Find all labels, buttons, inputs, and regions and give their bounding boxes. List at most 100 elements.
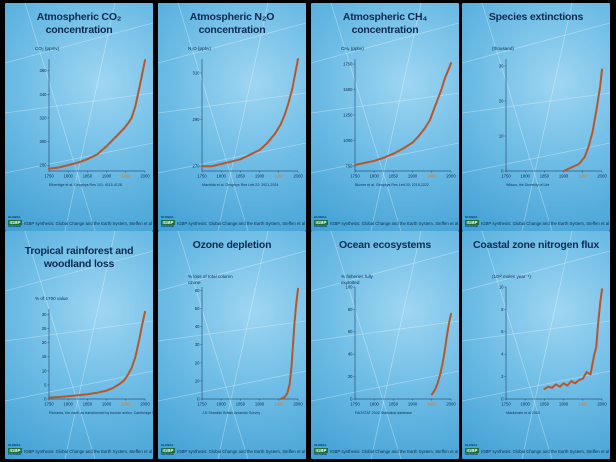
x-tick-label: 2000 xyxy=(597,402,607,407)
series-line xyxy=(279,287,299,400)
y-tick-label: 15 xyxy=(42,354,47,359)
decor-line xyxy=(481,3,553,231)
chart-plot: 750 1000 1250 1500 1750 1750 1800 1850 1900 1950 2… xyxy=(343,59,456,179)
decor-line xyxy=(521,3,573,231)
x-tick-label: 2000 xyxy=(293,402,303,407)
chart-title: Species extinctions xyxy=(488,11,584,23)
chart-plot: 270 290 310 1750 1800 1850 1900 1950 2000 xyxy=(193,58,303,179)
logo-text: CHANGE xyxy=(8,223,22,228)
chart-title: Coastal zone nitrogen flux xyxy=(472,239,600,251)
footer-credit: IGBP synthesis: Global Change and the Ea… xyxy=(330,221,459,226)
logo-text: IGBP xyxy=(8,447,22,453)
x-tick-label: 1750 xyxy=(197,174,207,179)
decor-line xyxy=(64,231,116,459)
logo-text: CHANGE xyxy=(314,223,328,228)
chart-plot: 280 300 320 340 360 1750 1800 1850 1900 1950 2000 xyxy=(40,59,150,179)
global-change-logo: GLOBAL IGBP CHANGE xyxy=(314,443,328,456)
x-tick-label: 1800 xyxy=(370,402,380,407)
global-change-logo: GLOBAL IGBP CHANGE xyxy=(8,443,22,456)
x-tick-label-highlight: 1950 xyxy=(274,402,284,407)
y-tick-label: 80 xyxy=(348,307,353,312)
y-axis-label: (10¹² moles year⁻¹) xyxy=(492,274,531,279)
chart-plot: 0 10 20 30 40 50 60 1750 1800 1850 1900 1950 2000 xyxy=(195,287,303,407)
x-tick-label: 1900 xyxy=(408,402,418,407)
y-tick-label: 0 xyxy=(501,168,504,173)
chart-plot: 0 5 10 15 20 25 30 1750 1800 1850 1900 1950 2000 xyxy=(42,309,150,407)
y-tick-label: 290 xyxy=(193,117,201,122)
decor-line xyxy=(177,231,249,459)
decor-line xyxy=(370,231,422,459)
y-tick-label: 0 xyxy=(44,396,47,401)
logo-text: IGBP xyxy=(465,219,479,225)
axes xyxy=(354,287,451,400)
decor-line xyxy=(24,3,96,231)
chart-panel-1: Atmospheric CO₂ concentration CO₂ (ppmv) 2… xyxy=(5,3,153,231)
x-tick-label: 1900 xyxy=(559,174,569,179)
y-tick-label: 280 xyxy=(40,163,48,168)
background-map-decoration xyxy=(5,231,153,459)
series-line xyxy=(48,310,146,399)
logo-text: CHANGE xyxy=(465,223,479,228)
x-tick-label: 1750 xyxy=(350,402,360,407)
axes xyxy=(505,287,602,400)
chart-title: Ocean ecosystems xyxy=(339,239,431,251)
decor-line xyxy=(5,320,153,342)
global-change-logo: GLOBAL IGBP CHANGE xyxy=(465,215,479,228)
x-tick-label-highlight: 1950 xyxy=(121,174,131,179)
chart-title: Atmospheric CH₄ concentration xyxy=(342,11,428,36)
x-tick-label: 1800 xyxy=(217,402,227,407)
chart-panel-7: Ocean ecosystems % fisheries fully exploi… xyxy=(311,231,459,459)
y-axis-label: (thousand) xyxy=(492,46,514,51)
decor-line xyxy=(24,231,96,459)
logo-text: CHANGE xyxy=(8,451,22,456)
global-change-logo: GLOBAL IGBP CHANGE xyxy=(161,215,175,228)
decor-line xyxy=(5,142,153,174)
background-map-decoration xyxy=(311,231,459,459)
source-citation: Mackenzie et al 2002 xyxy=(506,411,540,415)
decor-line xyxy=(462,142,610,174)
y-tick-label: 310 xyxy=(193,70,201,75)
decor-line xyxy=(158,22,306,64)
decor-line xyxy=(5,92,153,114)
footer-credit: IGBP synthesis: Global Change and the Ea… xyxy=(481,221,610,226)
series-line xyxy=(430,312,452,396)
y-tick-label: 300 xyxy=(40,139,48,144)
footer-credit: IGBP synthesis: Global Change and the Ea… xyxy=(177,449,306,454)
chart-panel-5: Tropical rainforest and woodland loss % o… xyxy=(5,231,153,459)
y-tick-label: 10 xyxy=(42,368,47,373)
background-map-decoration xyxy=(462,3,610,231)
source-citation: Richards, the earth as transformed by hu… xyxy=(49,411,153,415)
source-citation: Machida et al. Geophys Res Lett 22: 2921… xyxy=(202,183,279,187)
x-tick-label: 1800 xyxy=(521,402,531,407)
decor-line xyxy=(217,3,269,231)
source-citation: FAOSTAT 2002 Statistical database xyxy=(355,411,412,415)
footer-credit: IGBP synthesis: Global Change and the Ea… xyxy=(177,221,306,226)
global-change-logo: GLOBAL IGBP CHANGE xyxy=(314,215,328,228)
background-map-decoration xyxy=(158,231,306,459)
decor-line xyxy=(330,231,402,459)
chart-title: Atmospheric N₂O concentration xyxy=(189,11,275,36)
y-tick-label: 340 xyxy=(40,92,48,97)
x-tick-label: 1900 xyxy=(408,174,418,179)
decor-line xyxy=(462,92,610,114)
y-tick-label: 1250 xyxy=(343,112,353,117)
x-tick-label-highlight: 1950 xyxy=(274,174,284,179)
y-tick-label: 10 xyxy=(195,378,200,383)
decor-line xyxy=(158,142,306,174)
logo-text: CHANGE xyxy=(161,451,175,456)
y-tick-label: 25 xyxy=(42,326,47,331)
y-tick-label: 1750 xyxy=(343,61,353,66)
y-tick-label: 30 xyxy=(499,63,504,68)
decor-line xyxy=(158,92,306,114)
chart-panel-2: Atmospheric N₂O concentration N₂O (ppbv) 2… xyxy=(158,3,306,231)
series-line xyxy=(48,59,146,170)
decor-line xyxy=(481,231,553,459)
y-axis-label: N₂O (ppbv) xyxy=(188,46,211,51)
y-tick-label: 0 xyxy=(197,396,200,401)
logo-text: CHANGE xyxy=(161,223,175,228)
decor-line xyxy=(5,370,153,402)
x-tick-label: 2000 xyxy=(446,174,456,179)
series-line xyxy=(201,58,299,168)
decor-line xyxy=(217,231,269,459)
